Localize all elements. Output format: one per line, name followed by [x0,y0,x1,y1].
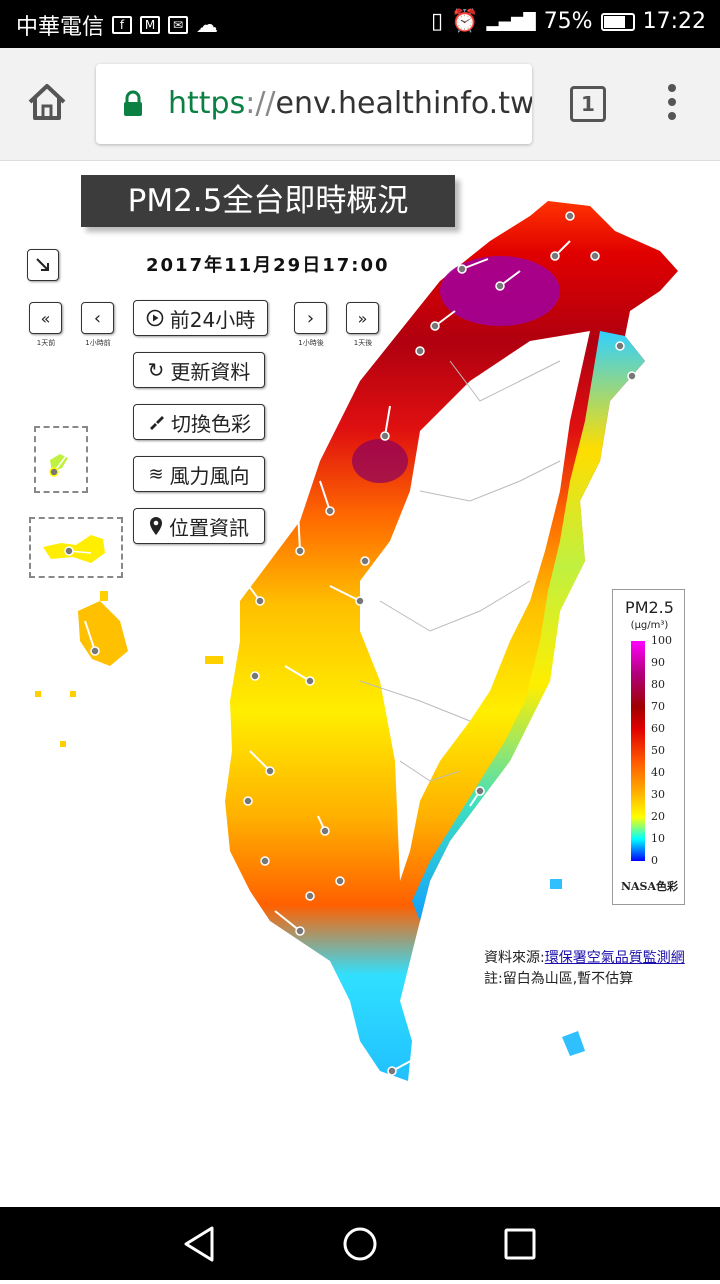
next-hour-button[interactable]: › [294,302,327,334]
legend-tick: 50 [651,744,665,757]
legend-tick: 70 [651,700,665,713]
gmail-icon: M [140,16,161,34]
legend-unit: (μg/m³) [630,620,669,631]
location-info-button[interactable]: 位置資訊 [133,508,265,544]
cloud-icon: ☁ [196,12,219,38]
tab-switcher-button[interactable]: 1 [570,86,606,122]
legend-tick: 0 [651,854,658,867]
kinmen-inset-map[interactable] [29,517,123,578]
kinmen-islands [43,535,105,563]
battery-icon [600,12,635,31]
address-bar[interactable]: https://env.healthinfo.tw/ [96,64,532,144]
url-text[interactable]: https://env.healthinfo.tw/ [168,86,532,121]
overflow-menu-icon[interactable] [668,84,678,126]
observation-datetime: 2017年11月29日17:00 [146,255,390,276]
home-icon[interactable] [26,82,68,122]
vibrate-icon: ▯ [430,9,444,34]
prev-hour-button[interactable]: ‹ [81,302,114,334]
legend-title: PM2.5 [625,598,674,617]
county-borders [359,360,561,782]
recents-icon[interactable] [504,1228,536,1260]
refresh-icon: ↻ [147,358,165,382]
alarm-icon: ⏰ [451,9,479,34]
mountain-region-no-estimate [360,331,590,881]
home-nav-icon[interactable] [343,1227,377,1261]
page-content: PM2.5全台即時概況 2017年11月29日17:00 « 1天前 ‹ 1小時… [0,161,720,1207]
chevron-left-icon: ‹ [93,307,102,329]
east-coast-strip [412,331,645,921]
play-circle-icon [146,309,164,327]
legend-tick: 10 [651,832,665,845]
orchid-island [562,1031,585,1056]
wind-direction-button[interactable]: ≋ 風力風向 [133,456,265,492]
green-island [550,879,562,889]
android-nav-bar [0,1207,720,1280]
pm-hotspot-taipei [440,256,560,326]
matsu-islands [49,439,79,477]
pm-hotspot-taichung [352,439,408,483]
wind-icon: ≋ [148,463,164,485]
legend-tick: 60 [651,722,665,735]
signal-icon: ▂▄▆█ [486,12,536,31]
mountain-note: 註:留白為山區,暫不估算 [484,971,634,987]
browser-toolbar: https://env.healthinfo.tw/ 1 [0,48,720,161]
refresh-data-button[interactable]: ↻ 更新資料 [133,352,265,388]
mail-icon: ✉ [168,16,189,34]
legend-tick: 90 [651,656,665,669]
legend-tick: 100 [651,634,672,647]
back-icon[interactable] [184,1226,214,1262]
prev-day-button[interactable]: « [29,302,62,334]
source-prefix: 資料來源: [484,950,545,966]
taiwan-pm25-map [35,201,678,1081]
legend-tick: 30 [651,788,665,801]
legend-tick: 20 [651,810,665,823]
lock-icon [124,90,142,116]
page-title: PM2.5全台即時概況 [81,175,455,227]
data-source: 資料來源:環保署空氣品質監測網 註:留白為山區,暫不估算 [484,948,685,990]
epa-monitoring-link[interactable]: 環保署空氣品質監測網 [544,950,685,966]
double-chevron-left-icon: « [40,308,51,328]
matsu-inset-map[interactable] [34,426,88,493]
play-24h-button[interactable]: 前24小時 [133,300,268,336]
legend-tick: 80 [651,678,665,691]
penghu-islands [35,591,223,747]
facebook-icon: f [112,16,133,34]
double-chevron-right-icon: » [357,308,368,328]
next-hour-caption: 1小時後 [298,339,324,347]
switch-color-button[interactable]: 切換色彩 [133,404,265,440]
arrow-down-right-icon [36,258,49,271]
pm25-legend: PM2.5 (μg/m³) 100 90 80 70 60 50 40 30 20 10 0 NAS… [612,589,685,905]
battery-percent: 75% [543,9,593,34]
legend-color-scale [631,641,645,861]
legend-tick: 40 [651,766,665,779]
next-day-caption: 1天後 [353,339,373,347]
paint-brush-icon [150,416,164,430]
monitoring-stations [54,211,637,1076]
clock-time: 17:22 [642,9,706,34]
prev-day-caption: 1天前 [36,339,56,347]
location-pin-icon [150,517,162,535]
carrier-name: 中華電信 [16,15,105,40]
legend-color-scheme: NASA色彩 [620,880,679,893]
next-day-button[interactable]: » [346,302,379,334]
collapse-panel-button[interactable] [27,249,59,281]
prev-hour-caption: 1小時前 [85,339,111,347]
status-bar: 中華電信 f M ✉ ☁ ▯ ⏰ ▂▄▆█ 75% 17:22 [0,0,720,48]
chevron-right-icon: › [306,307,315,329]
